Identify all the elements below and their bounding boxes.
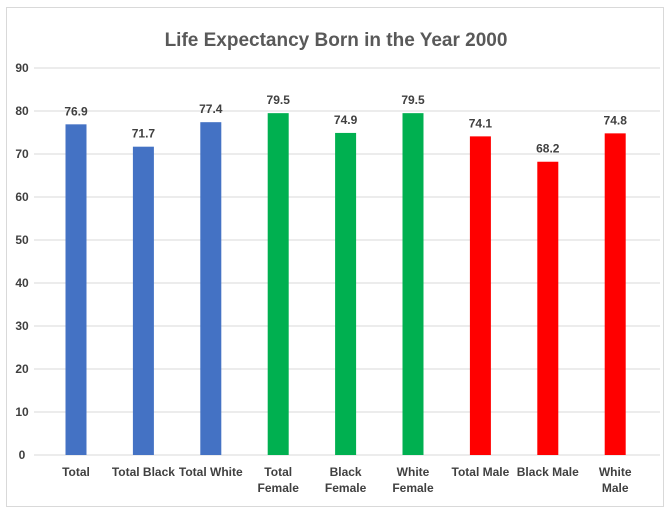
x-axis-ticks: Total Total Black Total White Total FemaleBl… [62, 465, 632, 495]
data-label: 79.5 [267, 93, 291, 107]
data-labels: 76.9 71.7 77.4 79.5 74.9 79.5 74.1 68.2 74.8 [64, 93, 627, 156]
x-tick-label: Total Black [112, 465, 175, 479]
x-tick-label-line: Total [264, 465, 292, 479]
bar [267, 113, 289, 456]
x-tick-label: Black Male [517, 465, 579, 479]
bar [200, 122, 222, 456]
x-tick-label-line: White [599, 465, 632, 479]
x-tick-label-line: Total Black [112, 465, 175, 479]
x-tick-label: Total [62, 465, 90, 479]
y-tick-label: 70 [15, 147, 29, 161]
y-tick-label: 10 [15, 405, 29, 419]
bar [335, 132, 357, 455]
data-label: 71.7 [132, 127, 156, 141]
x-tick-label-line: Black Male [517, 465, 579, 479]
x-tick-label: Total Female [258, 465, 300, 495]
x-tick-label-line: Total [62, 465, 90, 479]
bar [469, 136, 491, 455]
bar [537, 161, 559, 456]
y-tick-label: 80 [15, 104, 29, 118]
bar [65, 124, 87, 455]
data-label: 77.4 [199, 102, 223, 116]
y-tick-label: 0 [19, 448, 26, 462]
data-label: 76.9 [64, 104, 88, 118]
x-tick-label: Total White [179, 465, 243, 479]
y-axis-ticks: 0 10 20 30 40 50 60 70 80 90 [15, 61, 29, 462]
bar [132, 146, 154, 455]
y-tick-label: 30 [15, 319, 29, 333]
data-label: 74.9 [334, 113, 358, 127]
x-tick-label-line: Total Male [452, 465, 510, 479]
x-tick-label-line: Female [258, 481, 300, 495]
x-tick-label: White Male [599, 465, 632, 495]
x-tick-label-line: Total White [179, 465, 243, 479]
x-tick-label-line: Female [325, 481, 367, 495]
x-tick-label-line: White [397, 465, 430, 479]
data-label: 68.2 [536, 142, 560, 156]
y-tick-label: 20 [15, 362, 29, 376]
x-tick-label-line: Black [330, 465, 362, 479]
bar [604, 133, 626, 456]
data-label: 79.5 [401, 93, 425, 107]
data-label: 74.1 [469, 116, 493, 130]
x-tick-label: Total Male [452, 465, 510, 479]
x-tick-label-line: Male [602, 481, 629, 495]
data-label: 74.8 [604, 113, 628, 127]
y-tick-label: 40 [15, 276, 29, 290]
x-tick-label: Black Female [325, 465, 367, 495]
y-tick-label: 60 [15, 190, 29, 204]
x-tick-label-line: Female [392, 481, 434, 495]
x-tick-label: White Female [392, 465, 434, 495]
bars [65, 113, 626, 456]
bar [402, 113, 424, 456]
chart-title: Life Expectancy Born in the Year 2000 [165, 30, 508, 51]
y-tick-label: 90 [15, 61, 29, 75]
y-tick-label: 50 [15, 233, 29, 247]
